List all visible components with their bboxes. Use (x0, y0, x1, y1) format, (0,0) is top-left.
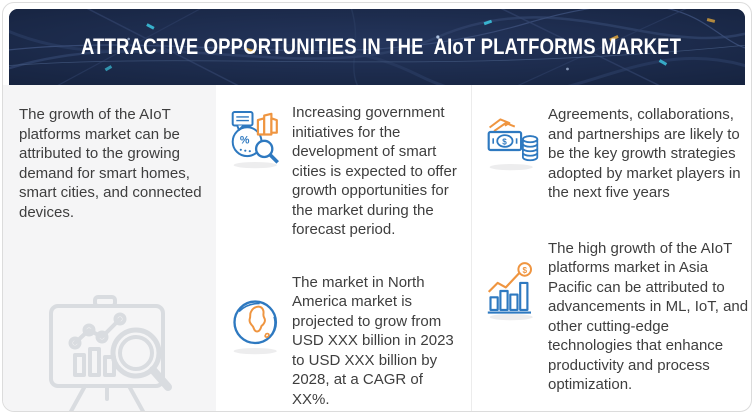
header-band: ATTRACTIVE OPPORTUNITIES IN THE AIoT PLA… (9, 9, 745, 85)
opportunity-item: $ Agreements, collaborations, and partne… (486, 105, 751, 203)
opportunity-item: % (230, 103, 463, 240)
column-middle: % (216, 85, 472, 411)
page-title: ATTRACTIVE OPPORTUNITIES IN THE AIoT PLA… (81, 34, 682, 59)
opportunity-item: $ The high growth of the AIoT platforms … (486, 239, 751, 395)
column-right: $ Agreements, collaborations, and partne… (472, 85, 751, 411)
left-summary-panel: The growth of the AIoT platforms market … (3, 85, 216, 411)
network-pattern (9, 9, 745, 85)
content-area: The growth of the AIoT platforms market … (3, 85, 751, 411)
money-banknote-coins-icon: $ (487, 118, 539, 171)
globe-icon (233, 299, 278, 354)
svg-text:%: % (240, 135, 250, 147)
market-analysis-icon: % (231, 111, 279, 169)
opportunity-text: The high growth of the AIoT platforms ma… (548, 239, 749, 394)
svg-text:$: $ (502, 138, 507, 147)
summary-text: The growth of the AIoT platforms market … (19, 106, 202, 221)
opportunity-item: The market in North America market is pr… (230, 273, 463, 410)
opportunity-text: Increasing government initiatives for th… (292, 104, 457, 238)
opportunity-text: The market in North America market is pr… (292, 273, 454, 408)
growth-bars-dollar-icon: $ (487, 261, 533, 320)
opportunity-text: Agreements, collaborations, and partners… (548, 106, 741, 201)
presentation-chart-magnifier-icon (49, 295, 172, 411)
svg-text:$: $ (522, 266, 527, 275)
